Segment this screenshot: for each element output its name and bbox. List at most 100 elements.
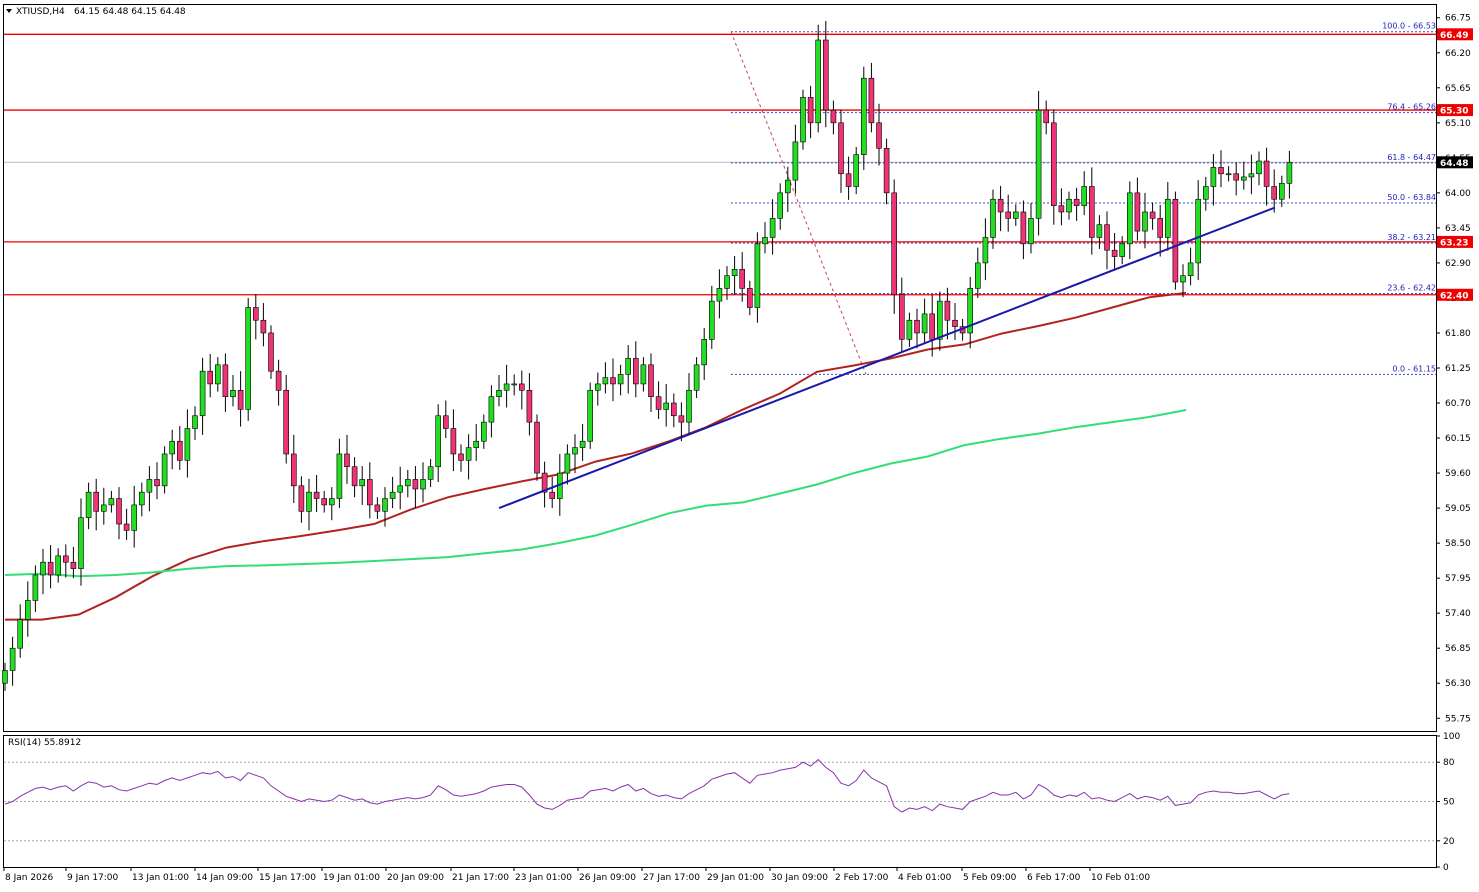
candle-bull (792, 141, 799, 181)
time-tick-label: 21 Jan 17:00 (452, 873, 509, 883)
price-tag-label: 62.40 (1440, 291, 1468, 301)
rsi-tick-label: 50 (1443, 798, 1455, 808)
sma-red-line (5, 291, 1187, 621)
candle-bear (534, 421, 540, 474)
sma-green-line (4, 409, 1187, 578)
candle-bear (47, 561, 54, 576)
candle-bear (883, 147, 890, 194)
price-tag-box (1437, 288, 1473, 301)
ohlc-values: 64.15 64.48 64.15 64.48 (74, 7, 186, 17)
fib-level-label: 76.4 - 65.26 (1387, 103, 1436, 112)
candle-bull (199, 370, 206, 417)
candle-bear (1058, 205, 1065, 213)
candle-bull (1096, 224, 1103, 238)
candle-bear (526, 389, 533, 423)
time-tick-label: 14 Jan 09:00 (196, 873, 253, 883)
candle-bear (116, 498, 122, 525)
price-tick-label: 59.05 (1445, 504, 1471, 514)
candle-bear (374, 504, 381, 512)
fib-level-label: 61.8 - 64.47 (1387, 153, 1436, 162)
candle-bull (32, 574, 39, 601)
candle-bull (427, 466, 434, 480)
candle-bull (784, 179, 791, 194)
candle-bear (412, 479, 419, 490)
candle-bear (351, 466, 358, 487)
candle-bull (967, 288, 974, 334)
price-axis: 66.7566.2065.6565.1064.5564.0063.4562.90… (1436, 14, 1471, 724)
candle-bear (549, 491, 556, 499)
rsi-tick-label: 0 (1443, 863, 1449, 873)
candle-bull (2, 670, 8, 684)
time-axis: 8 Jan 2026 9 Jan 17:00 13 Jan 01:00 14 Jan … (3, 867, 1150, 883)
candle-bull (640, 364, 647, 385)
candle-bull (24, 600, 31, 620)
price-tick-label: 55.75 (1445, 714, 1471, 724)
candle-bear (830, 109, 837, 124)
candle-bull (663, 402, 670, 410)
candle-bear (1218, 167, 1224, 175)
candle-bull (1203, 186, 1209, 200)
candle-bear (518, 383, 525, 391)
candle-bull (1165, 198, 1171, 238)
candle-bear (1104, 224, 1110, 251)
candle-bear (541, 472, 548, 493)
candle-bear (177, 440, 183, 461)
time-tick-label: 30 Jan 09:00 (771, 873, 828, 883)
rsi-tick-label: 20 (1443, 837, 1455, 847)
candle-bull (465, 447, 472, 461)
candle-bull (906, 319, 913, 340)
candle-bull (161, 453, 168, 487)
time-tick-label: 27 Jan 17:00 (643, 873, 700, 883)
time-tick-label: 5 Feb 09:00 (963, 873, 1017, 883)
candle-bear (123, 523, 130, 531)
candle-bull (1028, 218, 1034, 245)
candle-bull (762, 237, 768, 245)
time-tick-label: 19 Jan 01:00 (323, 873, 380, 883)
price-tick-label: 66.20 (1445, 49, 1471, 59)
blue-trendline (498, 206, 1276, 510)
time-tick-label: 2 Feb 17:00 (835, 873, 889, 883)
price-tag-label: 64.48 (1440, 159, 1468, 169)
candle-bull (1248, 173, 1255, 178)
candle-bull (306, 491, 312, 512)
candle-bull (1035, 109, 1042, 219)
candle-bear (1271, 186, 1277, 200)
time-tick-label: 15 Jan 17:00 (259, 873, 316, 883)
candle-bull (724, 275, 730, 289)
candle-bear (1111, 249, 1118, 257)
candle-bear (822, 39, 829, 111)
candle-bull (389, 491, 396, 499)
candle-bear (632, 358, 639, 385)
candle-bull (496, 389, 502, 397)
candle-bull (982, 237, 989, 264)
candle-bull (1225, 173, 1232, 176)
candle-bear (207, 370, 213, 385)
price-tick-label: 65.10 (1445, 119, 1471, 129)
candle-bull (146, 479, 153, 493)
candle-bull (1012, 211, 1019, 219)
candle-bull (974, 262, 981, 289)
fib-level-label: 0.0 - 61.15 (1392, 364, 1436, 373)
candle-bull (336, 453, 343, 499)
candle-bull (1195, 198, 1201, 264)
candle-bear (253, 307, 259, 321)
candle-bull (625, 358, 632, 375)
candle-bear (655, 396, 662, 410)
price-tick-label: 66.75 (1445, 14, 1471, 24)
candle-bull (1279, 183, 1285, 200)
price-tick-label: 61.25 (1445, 364, 1471, 374)
candle-bear (1043, 109, 1049, 124)
candle-bull (1142, 211, 1148, 232)
candle-bull (1210, 167, 1217, 187)
candle-bull (192, 415, 198, 429)
candle-bear (321, 498, 328, 506)
price-tick-label: 62.90 (1445, 259, 1471, 269)
candle-bear (237, 389, 244, 410)
candle-bull (1066, 198, 1072, 213)
collapse-triangle-icon[interactable] (6, 9, 12, 13)
candle-bear (366, 479, 373, 506)
symbol-title: XTIUSD,H4 (16, 7, 65, 17)
candle-bull (473, 440, 480, 448)
